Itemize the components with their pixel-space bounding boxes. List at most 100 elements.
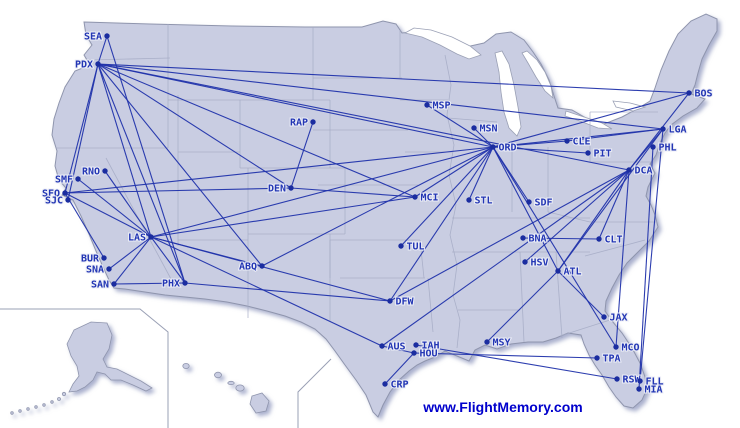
airport-label-ATL: ATL	[564, 267, 582, 278]
airport-dot-PHL	[650, 144, 656, 150]
route-ORD-BOS	[492, 92, 690, 148]
route-ATL-LGA	[557, 128, 664, 272]
airport-label-SMF: SMF	[55, 175, 73, 186]
airport-dot-MSP	[424, 102, 430, 108]
airport-dot-TUL	[398, 243, 404, 249]
route-MCI-ORD	[414, 146, 494, 198]
airport-label-DCA: DCA	[635, 166, 653, 177]
route-MSP-ORD	[426, 104, 494, 148]
hawaii-kauai	[182, 362, 190, 369]
airport-dot-PHX	[182, 280, 188, 286]
airport-label-TUL: TUL	[407, 242, 425, 253]
route-LAS-MCI	[150, 196, 416, 238]
lake-michigan	[494, 50, 522, 137]
route-ORD-MCO	[492, 146, 617, 348]
route-ORD-STL	[468, 146, 494, 201]
route-ORD-DFW	[389, 146, 494, 302]
state-borders	[56, 24, 658, 349]
airport-label-LAS: LAS	[128, 233, 146, 244]
route-SEA-PHX	[106, 35, 186, 284]
route-SMF-LAS	[77, 178, 152, 238]
airport-dot-MIA	[636, 386, 642, 392]
lake-superior	[403, 27, 482, 60]
airport-dot-STL	[466, 197, 472, 203]
airport-dot-SMF	[75, 176, 81, 182]
airport-dot-DCA	[626, 167, 632, 173]
airport-dot-HOU	[411, 350, 417, 356]
route-ORD-PIT	[492, 146, 589, 154]
airport-dot-CRP	[382, 381, 388, 387]
airport-label-AUS: AUS	[388, 342, 406, 353]
airport-label-SAN: SAN	[91, 280, 109, 291]
airport-label-FLL: FLL	[646, 377, 664, 388]
airport-dot-DEN	[288, 185, 294, 191]
airport-label-ORD: ORD	[499, 143, 517, 154]
route-ABQ-ORD	[261, 146, 494, 267]
airport-label-DFW: DFW	[396, 297, 415, 308]
airport-dot-RAP	[310, 119, 316, 125]
airport-label-BNA: BNA	[529, 234, 547, 245]
route-LAS-ORD	[150, 146, 494, 238]
airport-label-PHL: PHL	[659, 143, 677, 154]
airport-dot-RSW	[614, 376, 620, 382]
route-AUS-HOU	[381, 345, 415, 354]
airport-label-LGA: LGA	[669, 125, 687, 136]
airport-dot-FLL	[637, 378, 643, 384]
route-HSV-DCA	[524, 169, 630, 263]
airport-dot-BUR	[101, 255, 107, 261]
airport-label-IAH: IAH	[422, 341, 440, 352]
airport-label-MSY: MSY	[493, 338, 511, 349]
route-BNA-CLT	[522, 237, 600, 240]
route-PDX-LAS	[97, 63, 152, 238]
airport-label-HSV: HSV	[531, 258, 549, 269]
airport-label-RNO: RNO	[82, 167, 100, 178]
route-DCA-DFW	[389, 169, 630, 302]
airport-dot-JAX	[601, 314, 607, 320]
airport-dot-ORD	[490, 144, 496, 150]
airport-dot-MCO	[613, 344, 619, 350]
route-PDX-BOS	[97, 63, 690, 94]
airport-label-TPA: TPA	[603, 354, 621, 365]
airport-label-HOU: HOU	[420, 349, 438, 360]
airport-dot-SEA	[104, 33, 110, 39]
airport-label-SJC: SJC	[45, 196, 63, 207]
route-LAS-SAN	[113, 236, 152, 285]
route-PDX-MCI	[97, 63, 416, 198]
airport-label-SFO: SFO	[42, 189, 60, 200]
route-SFO-LAS	[64, 192, 152, 238]
airport-dot-SAN	[111, 281, 117, 287]
airport-label-RAP: RAP	[290, 118, 308, 129]
hawaii-molokai	[227, 380, 235, 386]
airport-dot-BNA	[520, 235, 526, 241]
hawaii-big-island	[249, 392, 270, 414]
route-DCA-BOS	[628, 92, 690, 171]
airport-label-BUR: BUR	[81, 254, 100, 265]
route-SFO-ORD	[64, 146, 494, 194]
airport-dot-SDF	[526, 199, 532, 205]
route-ATL-JAX	[557, 270, 605, 318]
route-PDX-SEA	[97, 35, 108, 65]
route-ORD-TUL	[400, 146, 494, 247]
route-PDX-LGA	[97, 63, 664, 130]
airport-dot-PIT	[585, 150, 591, 156]
route-PDX-ORD	[97, 63, 494, 148]
route-LAS-DFW	[150, 236, 391, 302]
route-PDX-ABQ	[97, 63, 263, 267]
route-LAS-SNA	[108, 236, 152, 270]
airport-dot-ABQ	[259, 263, 265, 269]
hawaii-oahu	[214, 371, 222, 379]
route-SFO-BUR	[64, 192, 105, 259]
airport-dot-SNA	[106, 266, 112, 272]
airport-dot-MCI	[412, 194, 418, 200]
airport-label-DEN: DEN	[268, 184, 286, 195]
airport-label-SDF: SDF	[535, 198, 553, 209]
airport-label-PDX: PDX	[75, 60, 93, 71]
flightmemory-watermark-link[interactable]: www.FlightMemory.com	[423, 399, 583, 415]
route-IAH-RSW	[415, 344, 618, 380]
airport-dot-DFW	[387, 298, 393, 304]
routes-layer	[64, 35, 690, 390]
airport-dot-AUS	[379, 343, 385, 349]
